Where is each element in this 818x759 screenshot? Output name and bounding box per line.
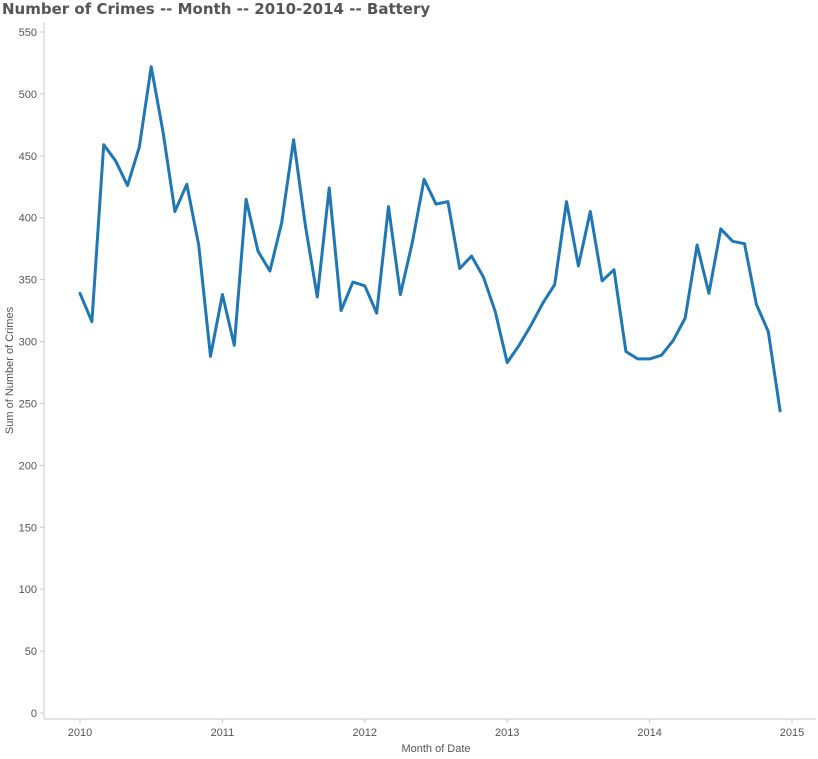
y-tick-label: 350 bbox=[19, 275, 37, 287]
y-tick-label: 0 bbox=[31, 708, 37, 720]
x-axis-ticks: 2010 2011 2012 2013 2014 2015 bbox=[68, 719, 804, 739]
y-tick-label: 50 bbox=[25, 646, 37, 658]
chart-title: Number of Crimes -- Month -- 2010-2014 -… bbox=[2, 0, 431, 18]
y-tick-label: 150 bbox=[19, 522, 37, 534]
y-tick-label: 250 bbox=[19, 398, 37, 410]
x-tick-label: 2011 bbox=[211, 727, 235, 739]
y-tick-label: 300 bbox=[19, 337, 37, 349]
y-axis-title: Sum of Number of Crimes bbox=[4, 306, 16, 434]
y-tick-label: 100 bbox=[19, 584, 37, 596]
x-tick-label: 2010 bbox=[68, 727, 92, 739]
y-axis-ticks: 0 50 100 150 200 250 300 350 400 450 500 550 bbox=[19, 27, 44, 720]
x-tick-label: 2014 bbox=[637, 727, 661, 739]
x-tick-label: 2015 bbox=[780, 727, 804, 739]
series-line bbox=[78, 65, 782, 413]
y-tick-label: 450 bbox=[19, 151, 37, 163]
y-tick-label: 500 bbox=[19, 89, 37, 101]
x-tick-label: 2012 bbox=[353, 727, 377, 739]
x-tick-label: 2013 bbox=[495, 727, 519, 739]
series-group bbox=[78, 65, 782, 413]
y-tick-label: 400 bbox=[19, 213, 37, 225]
y-tick-label: 550 bbox=[19, 27, 37, 39]
x-axis-title: Month of Date bbox=[401, 743, 470, 755]
y-tick-label: 200 bbox=[19, 460, 37, 472]
